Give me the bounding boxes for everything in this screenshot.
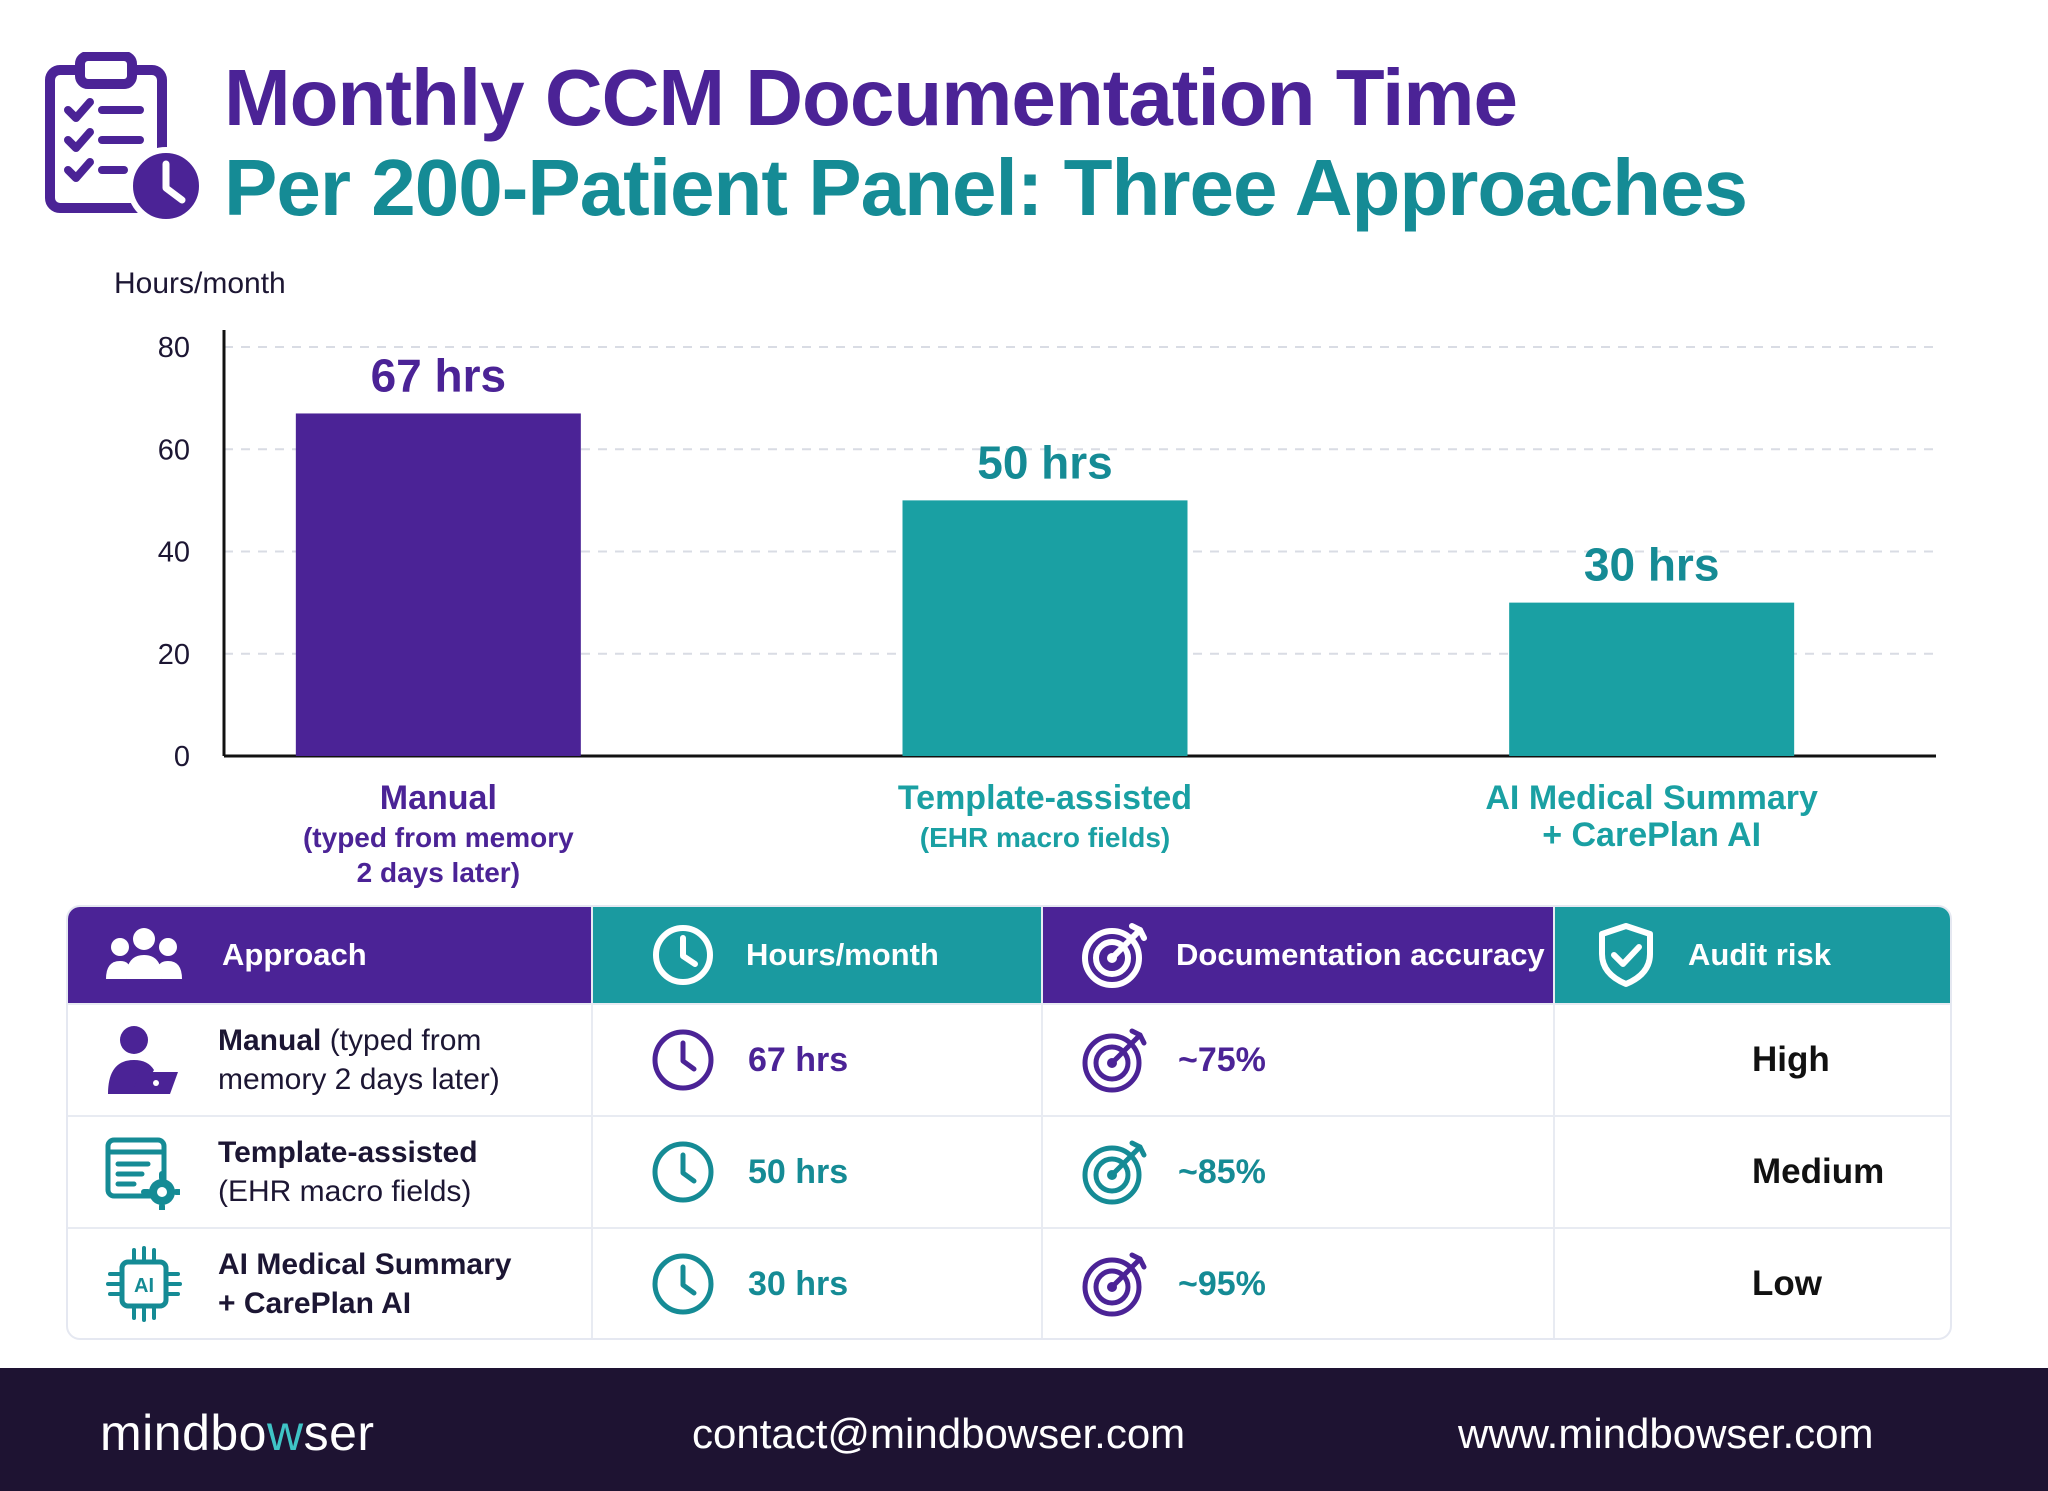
target-icon — [1082, 1252, 1147, 1317]
comparison-table: Approach Hours/month Documentation accur… — [66, 905, 1952, 1340]
x-tick-label: AI Medical Summary — [1485, 779, 1818, 817]
x-tick-sublabel: (EHR macro fields) — [919, 822, 1171, 853]
table-header-audit-risk: Audit risk — [1554, 907, 1950, 1003]
table-header-accuracy: Documentation accuracy — [1042, 907, 1554, 1003]
header-label-accuracy: Documentation accuracy — [1176, 937, 1545, 972]
bar-data-label: 30 hrs — [1584, 539, 1720, 591]
x-tick-label: Template-assisted — [897, 779, 1193, 817]
clock-icon — [653, 925, 713, 985]
approach-name: Template-assisted (EHR macro fields) — [218, 1136, 478, 1208]
y-tick-label: 60 — [158, 434, 190, 466]
chart-title-line-1: Monthly CCM Documentation Time — [224, 53, 1518, 142]
table-row: Template-assisted (EHR macro fields) 50 … — [68, 1115, 1950, 1227]
approach-name: Manual (typed from memory 2 days later) — [218, 1024, 500, 1096]
approach-name: AI Medical Summary + CarePlan AI — [218, 1248, 512, 1320]
users-icon — [106, 928, 182, 979]
hours-value: 67 hrs — [748, 1040, 849, 1079]
y-tick-label: 20 — [158, 639, 190, 671]
bar-chart: Hours/month 0 20 40 60 80 67 hrs 50 hrs 30 hrs — [114, 267, 1936, 773]
table-row: AI AI Medical Summary + CarePlan AI 30 h… — [68, 1227, 1950, 1338]
hours-value: 30 hrs — [748, 1264, 849, 1303]
x-tick-sublabel: + CarePlan AI — [1542, 816, 1762, 854]
clipboard-clock-icon — [45, 52, 204, 225]
y-tick-label: 40 — [158, 537, 190, 569]
template-gear-icon — [105, 1137, 180, 1210]
x-tick-sublabel: (typed from memory 2 days later) — [302, 822, 574, 888]
person-laptop-icon — [108, 1026, 178, 1094]
y-tick-label: 0 — [174, 741, 190, 773]
target-icon — [1082, 923, 1147, 988]
footer-bar: mindbowser contact@mindbowser.com www.mi… — [0, 1368, 2048, 1491]
clock-icon — [652, 1029, 714, 1091]
clock-icon — [652, 1141, 714, 1203]
footer-website[interactable]: www.mindbowser.com — [1458, 1410, 1874, 1457]
ai-chip-icon: AI — [106, 1246, 182, 1322]
bar-data-label: 50 hrs — [977, 436, 1113, 488]
table-header-approach: Approach — [68, 907, 592, 1003]
footer-email[interactable]: contact@mindbowser.com — [692, 1410, 1186, 1457]
y-axis-label: Hours/month — [114, 267, 286, 300]
target-icon — [1082, 1140, 1147, 1205]
accuracy-value: ~85% — [1178, 1152, 1266, 1191]
hours-value: 50 hrs — [748, 1152, 849, 1191]
audit-risk-value: Low — [1752, 1264, 1822, 1303]
audit-risk-value: Medium — [1752, 1152, 1885, 1191]
header-label-audit-risk: Audit risk — [1688, 937, 1831, 972]
bar — [1509, 602, 1795, 756]
bar — [295, 413, 581, 756]
table-header-hours: Hours/month — [592, 907, 1042, 1003]
chart-title-line-2: Per 200-Patient Panel: Three Approaches — [224, 143, 1748, 232]
x-tick-label: Manual — [379, 779, 497, 817]
y-tick-label: 80 — [158, 332, 190, 364]
accuracy-value: ~95% — [1178, 1264, 1266, 1303]
shield-check-icon — [1599, 923, 1653, 987]
accuracy-value: ~75% — [1178, 1040, 1266, 1079]
mindbowser-logo: mindbowser — [100, 1405, 375, 1461]
audit-risk-value: High — [1752, 1040, 1830, 1079]
bar — [902, 500, 1188, 756]
bar-data-label: 67 hrs — [371, 349, 507, 401]
target-icon — [1082, 1028, 1147, 1093]
clock-icon — [652, 1253, 714, 1315]
header-label-approach: Approach — [222, 937, 367, 972]
svg-text:AI: AI — [134, 1275, 154, 1297]
header-label-hours: Hours/month — [746, 937, 939, 972]
table-row: Manual (typed from memory 2 days later) … — [68, 1003, 1950, 1115]
